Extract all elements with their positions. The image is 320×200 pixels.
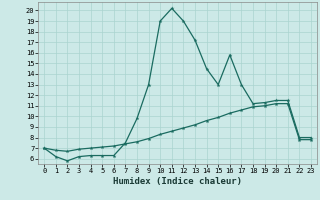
X-axis label: Humidex (Indice chaleur): Humidex (Indice chaleur) bbox=[113, 177, 242, 186]
